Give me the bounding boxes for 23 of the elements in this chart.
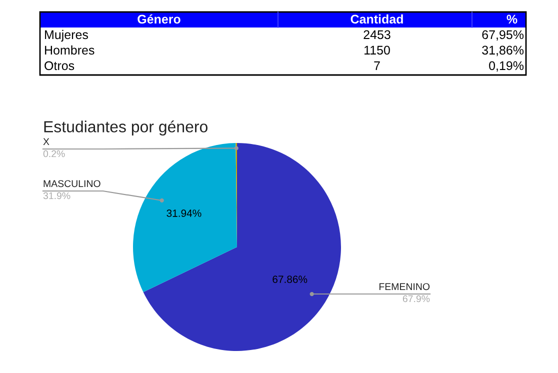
slice-label: FEMENINO — [379, 283, 430, 290]
text: Otros — [44, 61, 74, 70]
pie-slice — [133, 143, 237, 292]
text: 67.9% — [402, 295, 430, 302]
pie-slice — [143, 143, 341, 351]
text: 67,95% — [482, 30, 524, 41]
text: 1150 — [364, 46, 390, 55]
text: 31,86% — [482, 46, 524, 56]
slice-label: MASCULINO — [44, 180, 100, 188]
text: Género — [138, 14, 180, 24]
text: % — [506, 14, 518, 24]
text: 0,19% — [489, 61, 524, 72]
text: 7 — [374, 61, 380, 70]
text: 0.2% — [43, 150, 65, 158]
chart-title: Estudiantes por género — [44, 120, 208, 136]
data-label: 31.94% — [166, 210, 202, 217]
slice-label: X — [43, 138, 50, 145]
data-label: 67.86% — [272, 276, 308, 283]
text: 31.9% — [43, 192, 70, 200]
text: Cantidad — [350, 14, 403, 24]
text: 2453 — [364, 30, 390, 40]
text: Hombres — [45, 45, 94, 55]
text: Mujeres — [45, 30, 88, 42]
